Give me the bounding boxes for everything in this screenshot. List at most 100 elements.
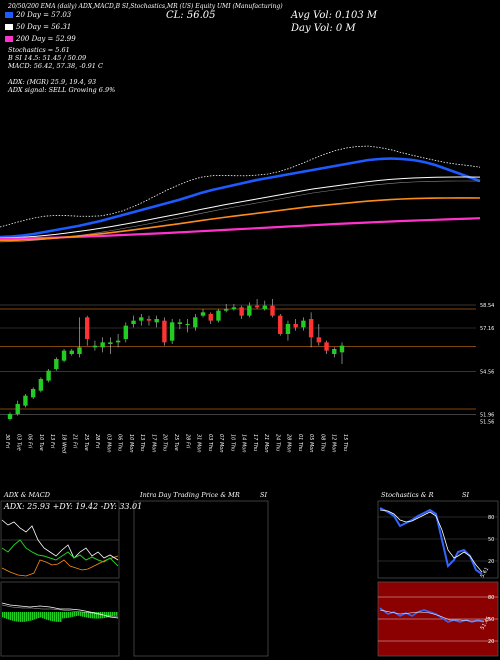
adx-orange-line [1,555,119,577]
x-date-label: 10 Thu [229,434,235,451]
chart-symbols-line: 20/50/200 EMA (daily) ADX,MACD,B SI,Stoc… [8,3,283,10]
stoch-tick-80: 80 [488,515,494,521]
macd-readout: MACD: 56.42, 57.38, -0.91 C [8,62,103,70]
candle-body [162,320,167,343]
candles [7,299,345,421]
candle-body [285,324,291,334]
stoch-tick-50: 50 [488,537,494,543]
candle-body [270,305,275,316]
rsi-white-line [379,609,484,622]
x-date-label: 10 Mon [128,434,134,453]
x-date-label: 17 Thu [252,434,258,451]
macd-bar [62,612,64,619]
candle-body [324,342,329,351]
adx-readout: ADX: (MGR) 25.9, 19.4, 93 [8,78,97,86]
candle-body [85,317,90,339]
macd-bar [58,612,60,622]
x-date-label: 14 Mon [241,434,247,453]
candle-body [316,337,322,343]
macd-line [1,602,119,619]
macd-bar [22,612,24,622]
x-date-label: 06 Thu [117,434,123,451]
x-date-label: 12 Mon [331,434,337,453]
price-ytick: 57.16 [480,326,494,332]
candle-body [308,319,314,338]
candle-body [100,342,105,348]
ema20-legend: 20 Day = 57.03 [5,11,71,19]
macd-bar [66,612,68,619]
macd-bar [114,612,116,616]
candle-body [139,317,144,321]
macd-bar [116,612,118,616]
candle-body [223,309,229,311]
stoch-d-line [379,509,483,573]
day-volume: Day Vol: 0 M [291,23,356,34]
adx-values: ADX: 25.93 +DY: 19.42 -DY: 33.01 [4,502,143,511]
macd-bar [32,612,34,621]
candle-body [231,307,237,309]
candle-body [200,312,206,316]
bsi-readout: B SI 14.5: 51.45 / 50.09 [8,54,87,62]
x-date-label: 13 Thu [139,434,145,451]
macd-bar [112,612,114,617]
macd-bar [108,612,110,618]
x-date-label: 28 Mon [286,434,292,453]
macd-bar [28,612,30,622]
candle-body [54,359,59,369]
macd-bar [96,612,98,619]
rsi-panel [377,581,499,657]
macd-bar [8,612,10,620]
candle-body [23,395,28,406]
avg-volume: Avg Vol: 0.103 M [291,10,378,21]
macd-bar [30,612,32,621]
macd-panel [0,581,120,657]
stochastics-panel [377,500,499,579]
macd-bar [26,612,28,622]
macd-bar [4,612,6,619]
macd-bar [82,612,84,617]
x-date-label: 01 Thu [297,434,303,451]
macd-bar [38,612,40,619]
ema-line-2 [0,217,481,241]
macd-bar [44,612,46,619]
macd-bar [88,612,90,618]
x-date-label: 30 Fri [4,434,10,449]
ema-line-1-shadow [0,180,481,243]
price-ytick: 54.56 [480,369,494,375]
candle-body [293,324,298,328]
candle-body [262,305,267,309]
x-date-label: 18 Wed [60,434,66,454]
candle-body [108,342,113,344]
macd-bar [54,612,56,622]
macd-bar [80,612,82,617]
candle-body [15,404,20,414]
macd-bar [102,612,104,619]
candle-body [30,389,36,398]
macd-bar [92,612,94,619]
candle-body [177,322,183,324]
macd-bar [72,612,74,617]
macd-bar [6,612,8,619]
price-grid [0,304,476,415]
price-ytick: 51.96 [480,413,494,419]
macd-bar [106,612,108,618]
candle-body [332,349,337,354]
macd-bar [40,612,42,618]
stoch-tick-20: 20 [488,559,494,565]
price-ytick: 51.56 [480,419,494,425]
candle-body [185,324,190,325]
rsi-tick-20: 20 [488,639,494,645]
macd-bar [42,612,44,619]
ema50-legend: 50 Day = 56.31 [5,23,71,31]
macd-bar [76,612,78,616]
macd-bar [12,612,14,621]
x-date-label: 24 Thu [274,434,280,451]
macd-bar [18,612,20,622]
macd-bar [60,612,62,622]
candle-body [46,370,51,381]
macd-bar [16,612,18,622]
macd-bar [46,612,48,620]
macd-histogram [2,612,118,622]
macd-bar [70,612,72,618]
